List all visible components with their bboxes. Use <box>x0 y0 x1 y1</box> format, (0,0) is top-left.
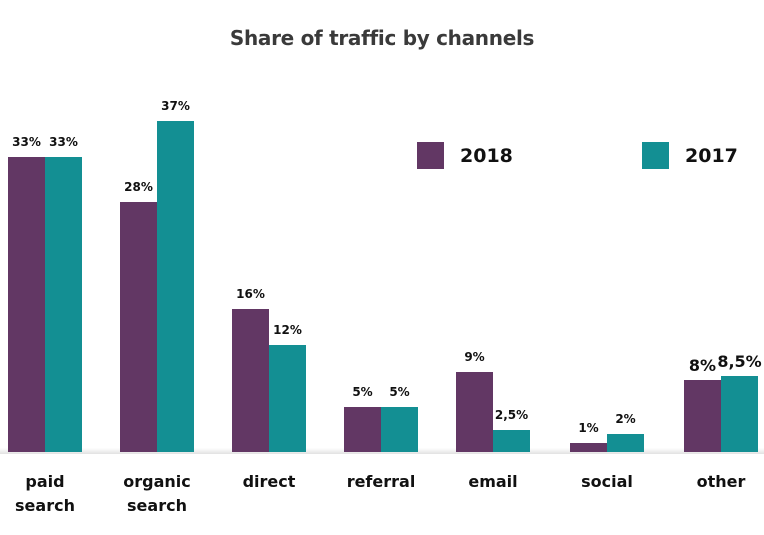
data-label-2017-email: 2,5% <box>494 408 529 422</box>
data-label-2018-other: 8% <box>688 356 717 375</box>
data-label-2017-referral: 5% <box>389 385 410 399</box>
bar-2018-other <box>684 380 721 452</box>
x-tick-label-direct: direct <box>242 472 296 491</box>
bar-2018-email <box>456 372 493 452</box>
bar-2018-direct <box>232 309 269 452</box>
data-label-2018-direct: 16% <box>236 287 265 301</box>
x-tick-label-referral: referral <box>346 472 416 491</box>
bar-2017-paid-search <box>45 157 82 452</box>
data-label-2018-paid-search: 33% <box>12 135 41 149</box>
legend-label-2017: 2017 <box>685 144 738 167</box>
chart-title: Share of traffic by channels <box>229 26 535 50</box>
legend-swatch-2017 <box>642 142 669 169</box>
bar-2017-social <box>607 434 644 452</box>
bar-2017-other <box>721 376 758 452</box>
data-label-2018-social: 1% <box>578 421 599 435</box>
x-tick-label-other: other <box>696 472 746 491</box>
data-label-2017-social: 2% <box>615 412 636 426</box>
x-tick-label-email: email <box>468 472 518 491</box>
legend-item-2018: 2018 <box>417 142 513 169</box>
data-label-2017-paid-search: 33% <box>49 135 78 149</box>
data-label-2018-email: 9% <box>464 350 485 364</box>
legend-label-2018: 2018 <box>460 144 513 167</box>
bar-2017-organic-search <box>157 121 194 452</box>
bar-2017-email <box>493 430 530 452</box>
x-tick-label-social: social <box>581 472 633 491</box>
x-tick-label-organic-search: organic search <box>123 472 191 515</box>
legend-swatch-2018 <box>417 142 444 169</box>
bar-2017-direct <box>269 345 306 452</box>
bar-2018-referral <box>344 407 381 452</box>
data-label-2017-other: 8,5% <box>717 352 762 371</box>
data-label-2018-organic-search: 28% <box>124 180 153 194</box>
bar-2017-referral <box>381 407 418 452</box>
data-label-2017-direct: 12% <box>273 323 302 337</box>
x-tick-label-paid-search: paid search <box>15 472 75 515</box>
bar-2018-social <box>570 443 607 452</box>
bar-2018-organic-search <box>120 202 157 452</box>
data-label-2017-organic-search: 37% <box>161 99 190 113</box>
data-label-2018-referral: 5% <box>352 385 373 399</box>
bar-2018-paid-search <box>8 157 45 452</box>
legend-item-2017: 2017 <box>642 142 738 169</box>
